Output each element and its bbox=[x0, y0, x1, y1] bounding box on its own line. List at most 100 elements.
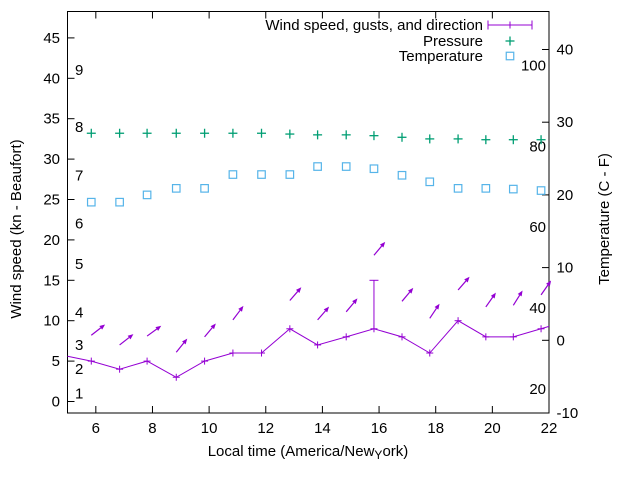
wind-direction-arrow bbox=[146, 328, 158, 337]
wind-direction-arrowhead bbox=[379, 241, 386, 248]
x-tick-label: 6 bbox=[92, 420, 100, 437]
x-tick-label: 22 bbox=[541, 420, 558, 437]
temp-tick-label: -10 bbox=[557, 405, 579, 422]
wind-direction-arrowhead bbox=[182, 338, 188, 345]
wind-direction-arrowhead bbox=[407, 287, 414, 294]
wind-direction-arrow bbox=[204, 327, 213, 338]
fahrenheit-label: 100 bbox=[521, 58, 546, 75]
x-tick-label: 12 bbox=[257, 420, 274, 437]
x-axis-title: Local time (America/NewYork) bbox=[208, 443, 409, 462]
temp-tick-label: 30 bbox=[557, 114, 574, 131]
wind-direction-arrow bbox=[119, 337, 130, 346]
wind-direction-arrowhead bbox=[434, 303, 440, 310]
temperature-point bbox=[453, 184, 463, 193]
series-layer bbox=[67, 20, 552, 381]
wind-direction-arrow bbox=[429, 307, 437, 319]
wind-tick-label: 5 bbox=[52, 353, 60, 370]
temperature-point bbox=[257, 170, 266, 179]
temperature-point bbox=[86, 197, 96, 207]
temperature-point bbox=[369, 164, 379, 174]
temperature-point bbox=[341, 162, 351, 171]
x-tick-label: 16 bbox=[371, 420, 388, 437]
wind-direction-arrow bbox=[540, 284, 549, 296]
wind-tick-label: 0 bbox=[52, 394, 60, 411]
temperature-point bbox=[397, 170, 407, 180]
fahrenheit-label: 60 bbox=[529, 219, 546, 236]
temperature-point bbox=[536, 186, 546, 195]
temperature-point bbox=[313, 162, 322, 171]
wind-tick-label: 15 bbox=[43, 272, 60, 289]
wind-direction-arrow bbox=[457, 280, 467, 291]
wind-direction-arrowhead bbox=[517, 290, 523, 297]
wind-tick-label: 25 bbox=[43, 192, 60, 209]
temp-tick-label: 0 bbox=[557, 332, 565, 349]
beaufort-label: 6 bbox=[75, 216, 83, 233]
wind-tick-label: 40 bbox=[43, 70, 60, 87]
legend-label-wind: Wind speed, gusts, and direction bbox=[265, 17, 483, 34]
wind-direction-arrowhead bbox=[490, 292, 496, 299]
wind-tick-label: 10 bbox=[43, 313, 60, 330]
x-tick-label: 14 bbox=[314, 420, 331, 437]
wind-tick-label: 20 bbox=[43, 232, 60, 249]
wind-direction-arrowhead bbox=[99, 324, 106, 330]
temperature-point bbox=[115, 197, 124, 207]
wind-direction-arrow bbox=[232, 309, 241, 321]
beaufort-label: 8 bbox=[75, 119, 83, 136]
wind-direction-arrowhead bbox=[127, 334, 134, 340]
wind-direction-arrowhead bbox=[546, 280, 552, 287]
wind-direction-arrow bbox=[401, 291, 411, 302]
fahrenheit-label: 20 bbox=[529, 381, 546, 398]
wind-direction-arrow bbox=[90, 327, 102, 336]
temperature-point bbox=[200, 184, 209, 193]
wind-direction-arrowhead bbox=[464, 276, 470, 283]
legend-temperature-marker-icon bbox=[505, 51, 515, 61]
x-tick-label: 18 bbox=[427, 420, 444, 437]
wind-tick-label: 30 bbox=[43, 151, 60, 168]
wind-direction-arrowhead bbox=[238, 305, 244, 312]
fahrenheit-label: 80 bbox=[529, 138, 546, 155]
wind-direction-arrowhead bbox=[210, 323, 216, 330]
beaufort-label: 1 bbox=[75, 385, 83, 402]
wind-direction-arrow bbox=[485, 296, 494, 308]
wind-direction-arrow bbox=[345, 302, 355, 313]
wind-direction-arrow bbox=[289, 291, 299, 301]
beaufort-label: 9 bbox=[75, 62, 83, 79]
wind-line bbox=[67, 320, 550, 378]
wind-direction-arrow bbox=[317, 310, 326, 321]
left-axis-title: Wind speed (kn - Beaufort) bbox=[8, 139, 25, 318]
wind-direction-arrowhead bbox=[352, 298, 358, 305]
axes-layer: 6 8 10 12 14 16 18 20 22051015202530354045123456… bbox=[43, 11, 579, 437]
beaufort-label: 2 bbox=[75, 361, 83, 378]
beaufort-label: 7 bbox=[75, 167, 83, 184]
wind-direction-arrow bbox=[373, 245, 383, 256]
plot-border bbox=[67, 11, 550, 414]
wind-tick-label: 35 bbox=[43, 111, 60, 128]
temperature-point bbox=[508, 184, 518, 194]
x-tick-label: 20 bbox=[484, 420, 501, 437]
temperature-point bbox=[425, 177, 435, 187]
beaufort-label: 4 bbox=[75, 305, 83, 322]
fahrenheit-label: 40 bbox=[529, 300, 546, 317]
wind-direction-arrowhead bbox=[155, 325, 162, 331]
x-tick-label: 8 bbox=[148, 420, 156, 437]
right-axis-title: Temperature (C - F) bbox=[596, 153, 613, 285]
wind-tick-label: 45 bbox=[43, 30, 60, 47]
temperature-point bbox=[142, 190, 152, 200]
legend-label-pressure: Pressure bbox=[423, 33, 483, 50]
temp-tick-label: 10 bbox=[557, 260, 574, 277]
wind-direction-arrowhead bbox=[323, 306, 330, 313]
temp-tick-label: 40 bbox=[557, 42, 574, 59]
temp-tick-label: 20 bbox=[557, 187, 574, 204]
beaufort-label: 5 bbox=[75, 256, 83, 273]
temperature-point bbox=[285, 170, 295, 179]
legend-label-temperature: Temperature bbox=[399, 48, 483, 65]
temperature-point bbox=[171, 184, 181, 193]
temperature-point bbox=[228, 170, 238, 179]
x-tick-label: 10 bbox=[201, 420, 218, 437]
temperature-point bbox=[481, 184, 491, 193]
wind-direction-arrow bbox=[175, 342, 185, 353]
wind-direction-arrow bbox=[512, 294, 521, 306]
beaufort-label: 3 bbox=[75, 337, 83, 354]
